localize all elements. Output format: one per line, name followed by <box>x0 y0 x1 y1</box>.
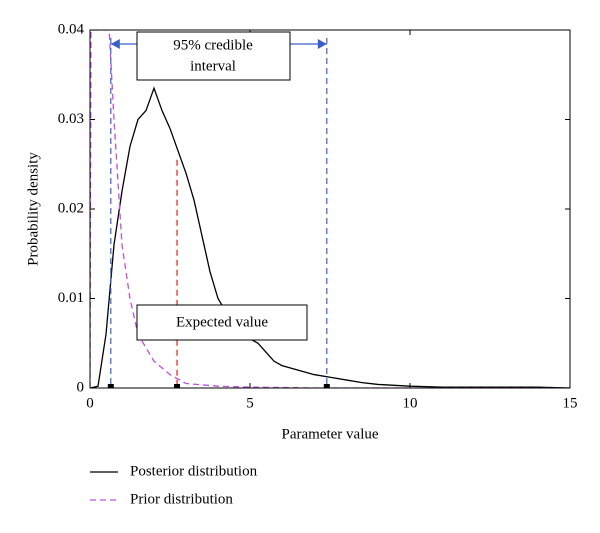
series-line <box>90 86 570 388</box>
axis-marker <box>174 384 181 388</box>
axis-marker <box>107 384 114 388</box>
plot-frame <box>89 29 571 389</box>
annotation: 95% credible <box>173 37 253 53</box>
legend-label: Prior distribution <box>130 491 233 507</box>
annotation: Expected value <box>176 314 268 330</box>
x-tick-label: 5 <box>246 395 254 411</box>
x-tick-label: 0 <box>86 395 94 411</box>
y-tick-label: 0.01 <box>58 290 84 306</box>
x-tick-label: 15 <box>563 395 578 411</box>
y-tick-label: 0.03 <box>58 111 84 127</box>
y-tick-label: 0.02 <box>58 200 84 216</box>
y-tick-label: 0 <box>77 379 85 395</box>
y-tick-label: 0.04 <box>58 21 85 37</box>
legend-label: Posterior distribution <box>130 463 258 479</box>
arrow-head <box>110 39 120 49</box>
x-axis-label: Parameter value <box>281 426 378 442</box>
annotation: interval <box>190 58 236 74</box>
annotation-box <box>136 31 291 81</box>
annotation-box <box>136 304 308 341</box>
series-line <box>90 30 570 388</box>
axis-marker <box>323 384 330 388</box>
x-tick-label: 10 <box>403 395 418 411</box>
arrow-head <box>317 39 327 49</box>
y-axis-label: Probability density <box>25 152 41 266</box>
